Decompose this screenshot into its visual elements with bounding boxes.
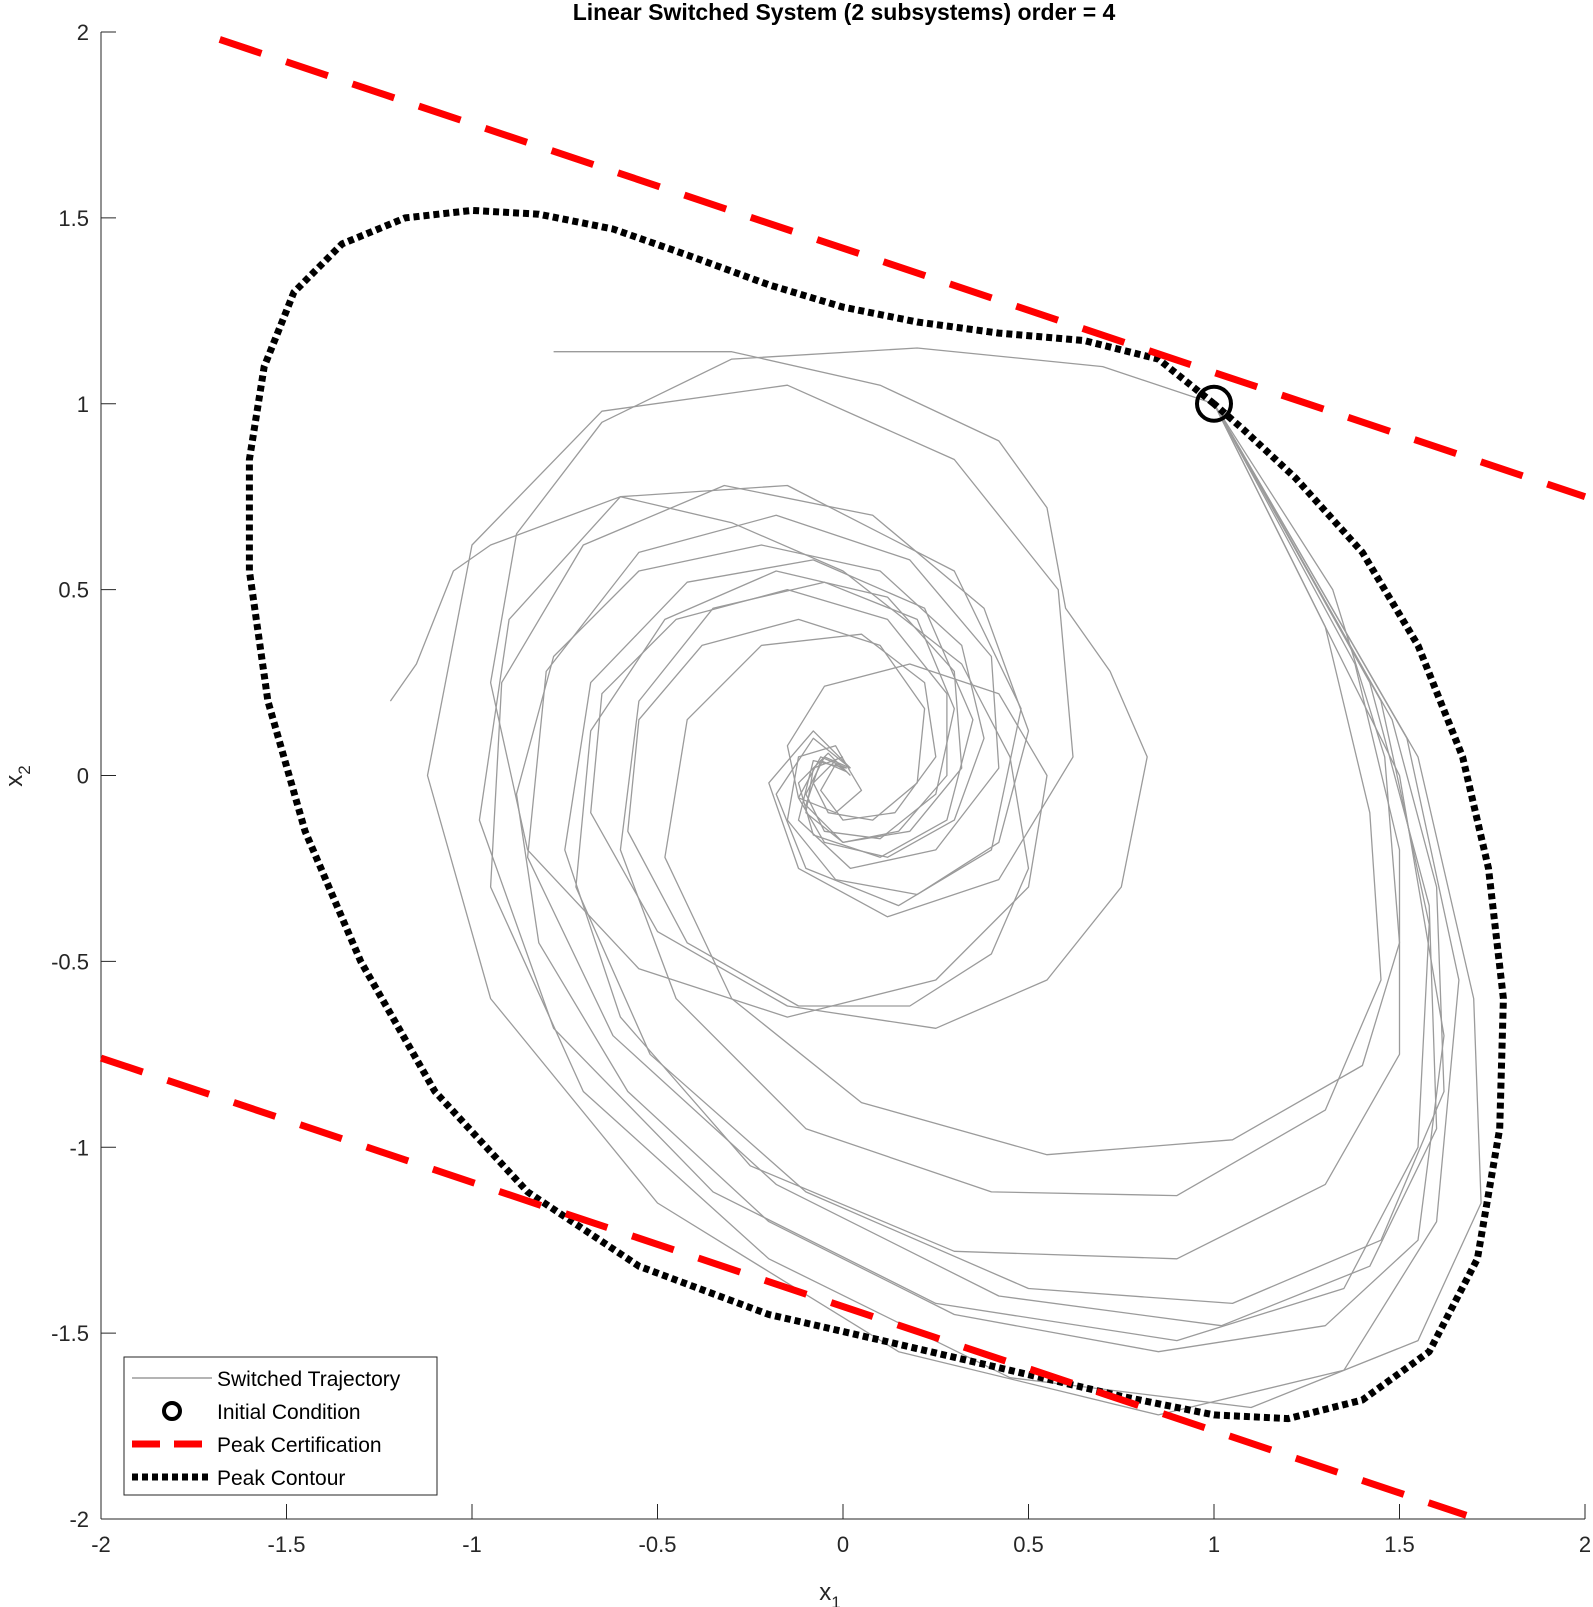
legend-box [123, 1356, 438, 1496]
x-tick-label: 2 [1579, 1532, 1591, 1557]
x-tick-label: -0.5 [639, 1532, 677, 1557]
y-tick-label: 1.5 [58, 206, 89, 231]
initial-condition-layer [1195, 384, 1233, 423]
switched-trajectory-line [489, 403, 1482, 1409]
legend-label-switched-trajectory: Switched Trajectory [217, 1368, 401, 1391]
switched-trajectory-line [664, 403, 1401, 1156]
x-tick-label: 0.5 [1013, 1532, 1044, 1557]
peak-contour-line [245, 206, 1507, 1423]
y-tick-label: 1 [77, 392, 89, 417]
peak-certification-line [99, 1054, 1468, 1519]
axes-box [100, 32, 1585, 1520]
switched-trajectory-line [426, 384, 1460, 1416]
legend-label-initial-condition: Initial Condition [217, 1401, 361, 1424]
switched-trajectory-layer [389, 347, 1482, 1416]
x-axis-label: x1 [819, 1579, 840, 1607]
plot-area [101, 32, 1585, 1519]
switched-trajectory-line [389, 496, 1030, 1007]
x-tick-label: 1.5 [1384, 1532, 1415, 1557]
initial-condition-marker [1195, 384, 1233, 423]
x-tick-label: 1 [1208, 1532, 1220, 1557]
x-tick-label: -2 [91, 1532, 111, 1557]
legend-label-peak-contour: Peak Contour [217, 1467, 345, 1490]
peak-certification-line [218, 36, 1587, 501]
y-axis-label: x2 [1, 765, 34, 786]
y-tick-label: -1.5 [51, 1321, 89, 1346]
legend-label-peak-certification: Peak Certification [217, 1434, 382, 1457]
y-tick-label: -1 [69, 1135, 89, 1160]
chart-title: Linear Switched System (2 subsystems) or… [573, 0, 1116, 25]
switched-trajectory-line [553, 351, 1148, 1029]
y-tick-label: 0 [77, 764, 89, 789]
ticks-layer: -2 -1.5 -1 -0.5 0 0.5 1 1.5 2 -2 -1.5 -1 -0.5 0 0.5 1 1.… [51, 20, 1591, 1557]
y-tick-label: -0.5 [51, 949, 89, 974]
peak-contour-layer [245, 206, 1507, 1423]
x-tick-label: 0 [837, 1532, 849, 1557]
switched-trajectory-line [619, 403, 1382, 1197]
switched-trajectory-line [564, 403, 1401, 1260]
peak-certification-layer [99, 36, 1587, 1519]
x-tick-label: -1.5 [268, 1532, 306, 1557]
switched-trajectory-line [515, 403, 1445, 1353]
switched-trajectory-line [478, 403, 1430, 1342]
x-tick-label: -1 [462, 1532, 482, 1557]
y-tick-label: -2 [69, 1507, 89, 1532]
switched-trajectory-line [526, 403, 1438, 1327]
switched-trajectory-line [575, 403, 1445, 1305]
y-tick-label: 2 [77, 20, 89, 45]
y-tick-label: 0.5 [58, 578, 89, 603]
legend-swatch-initial-condition [162, 1401, 182, 1421]
legend: Switched Trajectory Initial Condition Pe… [123, 1356, 438, 1496]
switched-trajectory-line [489, 347, 1215, 1018]
